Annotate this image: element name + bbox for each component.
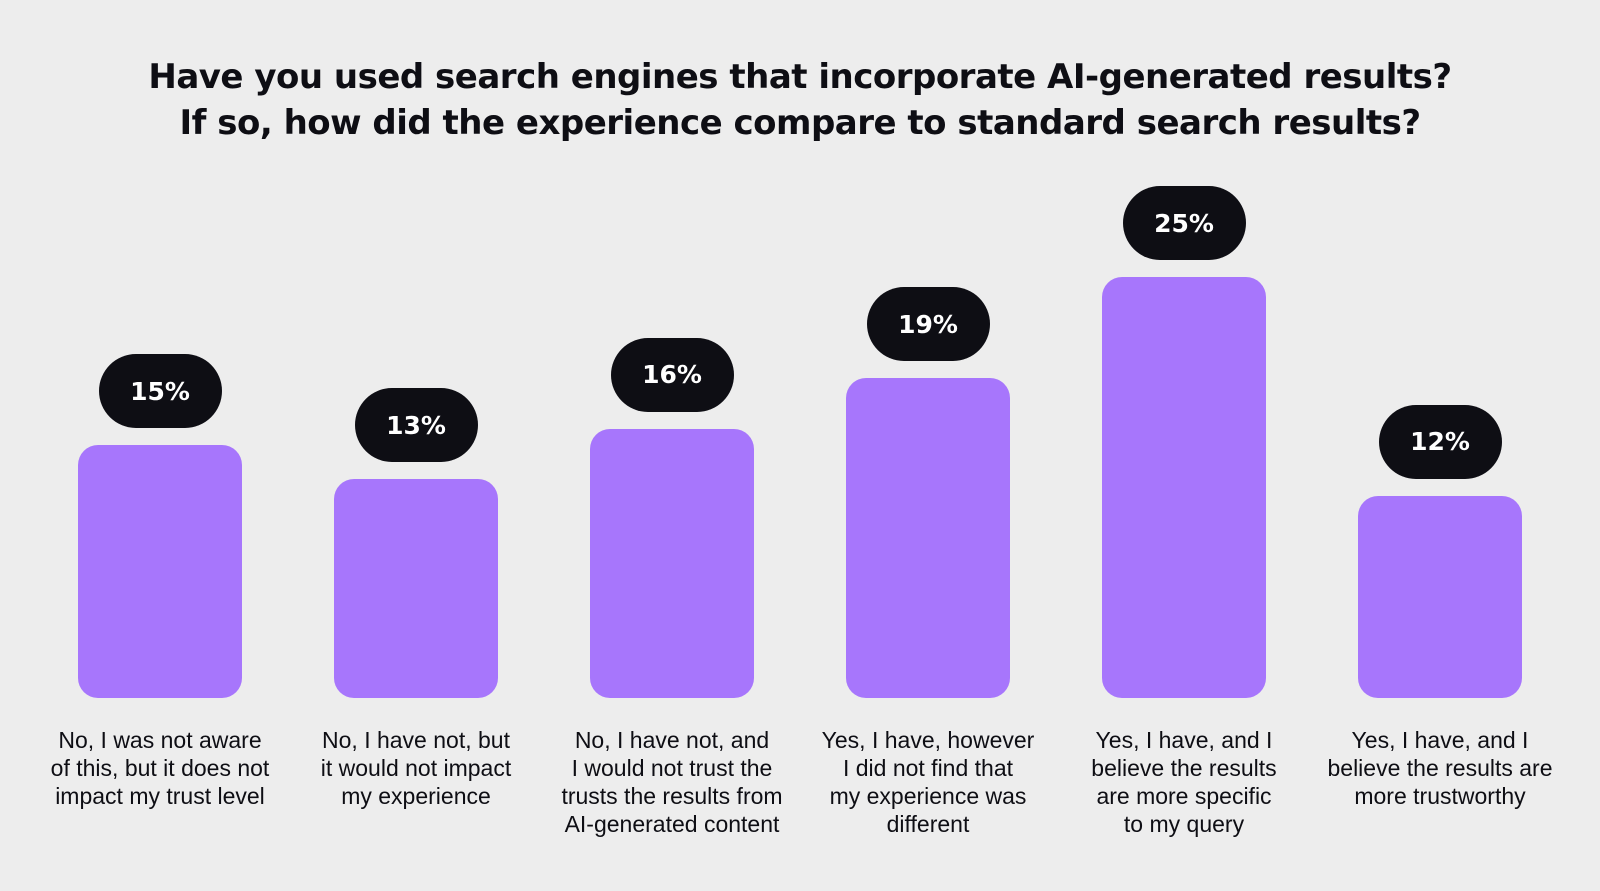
category-label: Yes, I have, and I believe the results a… [1091,727,1277,837]
chart-title-line-2: If so, how did the experience compare to… [179,103,1421,143]
value-label: 16% [610,337,734,412]
bar [1358,495,1522,698]
value-label: 19% [866,287,990,362]
value-label: 13% [354,388,478,463]
bar [846,378,1010,698]
bar [1102,277,1266,698]
chart-title-line-1: Have you used search engines that incorp… [148,57,1452,97]
category-label: Yes, I have, however I did not find that… [821,727,1035,837]
bar [334,479,498,698]
chart-title: Have you used search engines that incorp… [0,54,1600,146]
value-label: 25% [1122,186,1246,260]
bar [590,428,754,698]
bar [78,445,242,698]
category-label: Yes, I have, and I believe the results a… [1327,727,1553,809]
value-label: 15% [98,354,222,429]
value-label: 12% [1378,404,1502,479]
category-label: No, I was not aware of this, but it does… [50,727,270,809]
category-label: No, I have not, and I would not trust th… [561,727,783,837]
category-label: No, I have not, but it would not impact … [320,727,512,809]
